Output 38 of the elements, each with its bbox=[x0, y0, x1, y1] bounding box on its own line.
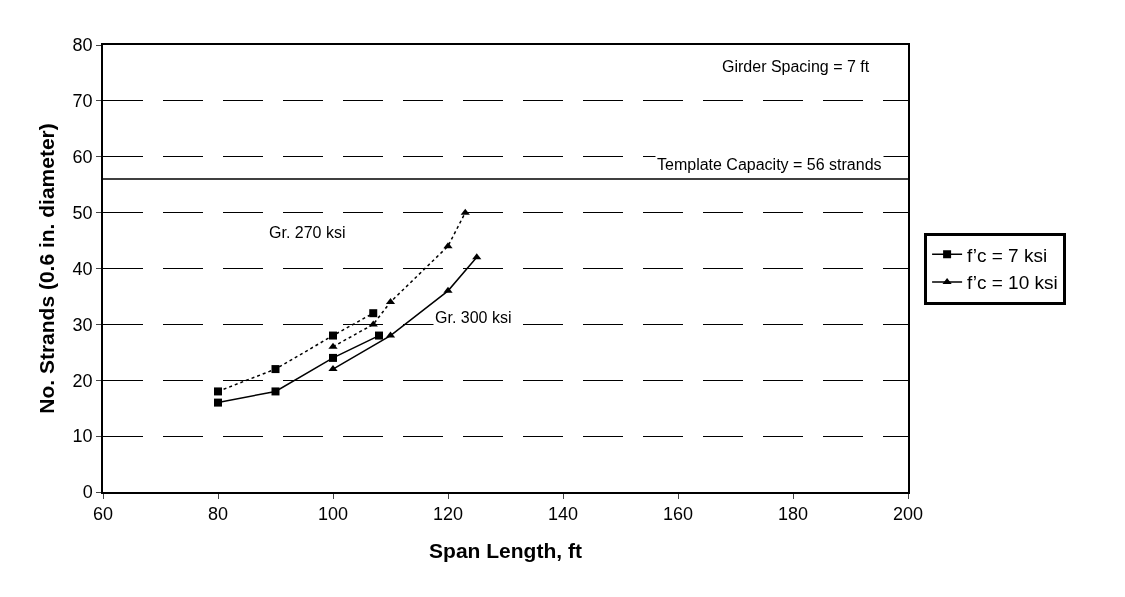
y-tick-label: 20 bbox=[72, 370, 93, 391]
y-tick-label: 60 bbox=[72, 147, 93, 168]
point bbox=[328, 365, 338, 372]
x-tick-label: 100 bbox=[317, 504, 349, 525]
point bbox=[443, 286, 453, 293]
x-tick-label: 140 bbox=[547, 504, 579, 525]
point bbox=[271, 365, 280, 374]
y-tick-label: 0 bbox=[82, 482, 93, 503]
y-tick-label: 30 bbox=[72, 314, 93, 335]
legend-label: f’c = 10 ksi bbox=[967, 272, 1058, 294]
point bbox=[329, 331, 337, 340]
ref-line-label: Template Capacity = 56 strands bbox=[657, 156, 882, 173]
x-axis-title: Span Length, ft bbox=[429, 539, 582, 563]
point bbox=[214, 387, 222, 396]
y-tick-label: 40 bbox=[72, 258, 93, 279]
legend-label: f’c = 7 ksi bbox=[967, 244, 1048, 266]
point bbox=[328, 342, 338, 349]
x-tick-label: 120 bbox=[432, 504, 464, 525]
y-tick-label: 10 bbox=[72, 426, 93, 447]
x-tick-label: 60 bbox=[92, 504, 114, 525]
x-tick-label: 160 bbox=[662, 504, 694, 525]
annotation: Gr. 300 ksi bbox=[435, 309, 512, 326]
point bbox=[214, 398, 222, 407]
x-tick-label: 80 bbox=[207, 504, 229, 525]
point bbox=[329, 353, 337, 362]
x-tick-label: 180 bbox=[777, 504, 809, 525]
point bbox=[443, 242, 453, 249]
x-tick-label: 200 bbox=[892, 504, 924, 525]
point bbox=[369, 309, 378, 318]
y-tick-label: 70 bbox=[72, 91, 93, 112]
point bbox=[460, 208, 470, 215]
y-tick-label: 80 bbox=[72, 35, 93, 56]
y-axis-title: No. Strands (0.6 in. diameter) bbox=[35, 123, 59, 414]
annotation: Girder Spacing = 7 ft bbox=[722, 58, 870, 75]
y-tick-label: 50 bbox=[72, 202, 93, 223]
point bbox=[375, 331, 383, 340]
point bbox=[271, 387, 280, 396]
annotation: Gr. 270 ksi bbox=[269, 224, 346, 241]
